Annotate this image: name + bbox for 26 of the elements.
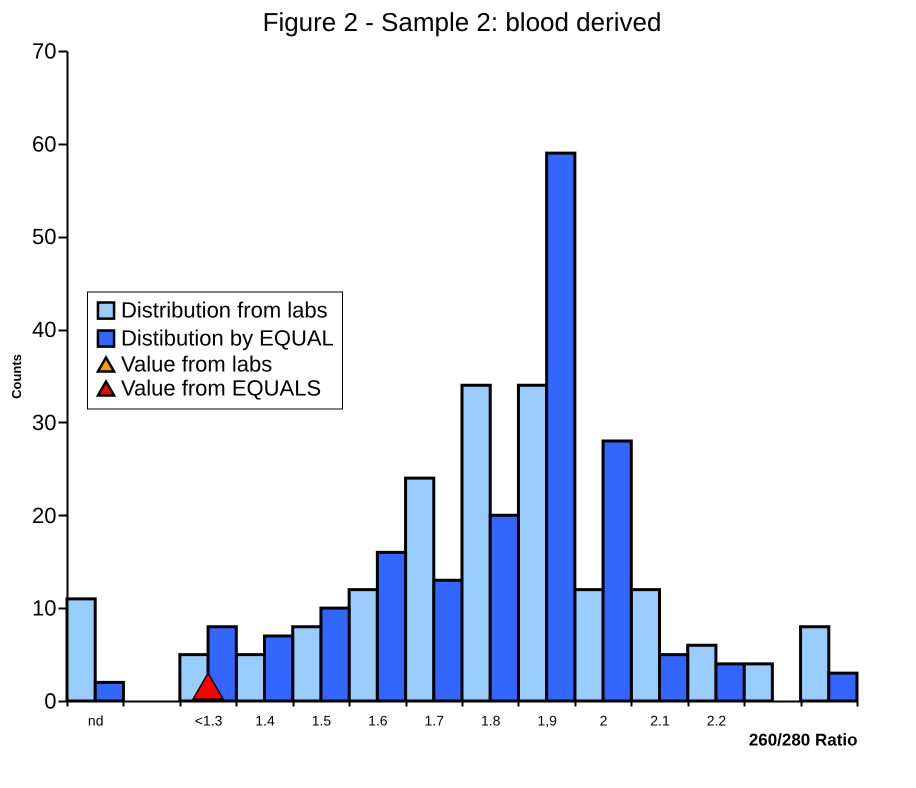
y-tick-label: 40 (32, 317, 56, 342)
y-tick-label: 30 (32, 410, 56, 435)
y-tick-label: 20 (32, 502, 56, 528)
legend-label: Distribution from labs (121, 298, 328, 322)
x-tick-label: 1.8 (480, 712, 501, 728)
legend-label: Distibution by EQUAL (121, 326, 334, 350)
x-tick-label: <1.3 (194, 712, 223, 728)
x-tick-label: 1.6 (368, 712, 388, 728)
y-axis-title: Counts (9, 354, 24, 399)
chart-title: Figure 2 - Sample 2: blood derived (262, 7, 662, 37)
y-tick-label: 0 (44, 688, 56, 714)
legend-label: Value from EQUALS (121, 376, 322, 400)
x-tick-label: 1.4 (255, 712, 275, 728)
y-tick-label: 10 (32, 596, 56, 621)
x-tick-label: 1,9 (537, 712, 558, 728)
x-tick-label: 2.1 (650, 712, 670, 728)
y-tick-label: 60 (32, 131, 56, 156)
x-tick-label: 1.7 (424, 712, 444, 728)
x-tick-label: 2.2 (706, 712, 726, 728)
x-tick-label: 2 (600, 712, 608, 728)
x-tick-label: nd (88, 712, 104, 728)
legend-label: Value from labs (121, 352, 272, 376)
x-axis-title: 260/280 Ratio (748, 730, 858, 750)
x-tick-label: 1.5 (312, 712, 332, 728)
y-tick-label: 70 (32, 38, 56, 64)
y-tick-label: 50 (32, 224, 56, 250)
